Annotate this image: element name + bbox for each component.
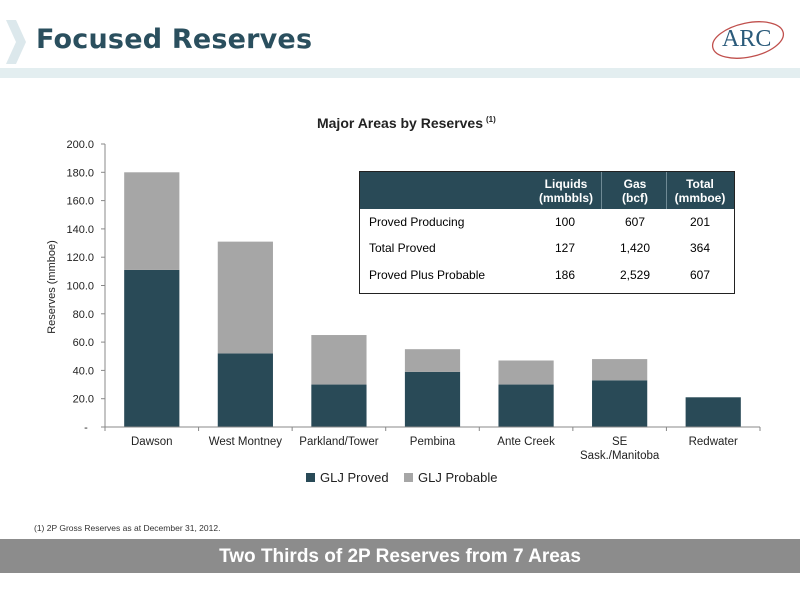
cell-liquids: 127 <box>554 241 576 255</box>
y-axis-label: Reserves (mmboe) <box>46 240 58 334</box>
x-tick-label: SE <box>612 436 628 448</box>
bar-glj-proved <box>498 384 554 427</box>
x-tick-label: Dawson <box>131 436 173 448</box>
legend-swatch <box>404 473 413 482</box>
y-tick-label: - <box>84 422 88 434</box>
bar-glj-probable <box>404 349 461 372</box>
row-label: Proved Plus Probable <box>369 268 486 282</box>
banner-text: Two Thirds of 2P Reserves from 7 Areas <box>219 546 581 567</box>
header-liquids-line2: (mmbbls) <box>539 191 593 205</box>
bar-glj-probable <box>498 360 554 385</box>
cell-liquids: 186 <box>554 268 576 282</box>
header-liquids-line1: Liquids <box>544 177 588 191</box>
cell-liquids: 100 <box>554 215 576 229</box>
footnote: (1) 2P Gross Reserves as at December 31,… <box>34 523 221 533</box>
header-gas-line1: Gas <box>623 177 647 191</box>
banner-bar <box>0 539 800 573</box>
bar-glj-proved <box>311 384 367 427</box>
chart-title: Major Areas by Reserves <box>317 115 483 131</box>
header-total: Total (mmboe) <box>667 177 733 205</box>
row-label: Total Proved <box>369 241 436 255</box>
header-divider <box>0 68 800 78</box>
bar-glj-proved <box>124 269 180 427</box>
y-tick-label: 140.0 <box>66 224 94 236</box>
x-tick-label: Parkland/Tower <box>299 436 378 448</box>
bar-glj-probable <box>592 359 648 381</box>
row-label: Proved Producing <box>369 215 465 229</box>
cell-total: 201 <box>689 215 711 229</box>
y-tick-label: 20.0 <box>73 394 94 406</box>
header-liquids: Liquids (mmbbls) <box>525 177 607 205</box>
legend-label: GLJ Probable <box>418 470 498 485</box>
bar-glj-proved <box>592 380 648 427</box>
bar-glj-probable <box>311 335 367 385</box>
legend-swatch <box>306 473 315 482</box>
y-tick-label: 180.0 <box>66 167 94 179</box>
y-tick-label: 200.0 <box>66 139 94 151</box>
logo-text: ARC <box>722 26 772 52</box>
legend-label: GLJ Proved <box>320 470 389 485</box>
x-tick-label: Pembina <box>410 436 456 448</box>
cell-total: 364 <box>689 241 711 255</box>
bar-glj-proved <box>685 397 741 427</box>
y-tick-label: 40.0 <box>73 365 94 377</box>
chart-title-superscript: (1) <box>486 115 496 124</box>
header-gas: Gas (bcf) <box>605 177 665 205</box>
header-separator <box>601 172 602 209</box>
bar-glj-probable <box>217 241 273 354</box>
arc-logo <box>711 21 785 59</box>
header-total-line2: (mmboe) <box>674 191 726 205</box>
cell-gas: 607 <box>624 215 646 229</box>
chevron-icon <box>6 20 26 64</box>
y-tick-label: 120.0 <box>66 252 94 264</box>
header-gas-line2: (bcf) <box>622 191 648 205</box>
y-tick-label: 80.0 <box>73 309 94 321</box>
x-tick-label: Sask./Manitoba <box>580 450 660 462</box>
page-title: Focused Reserves <box>36 24 313 55</box>
y-tick-label: 160.0 <box>66 196 94 208</box>
cell-total: 607 <box>689 268 711 282</box>
bar-glj-proved <box>217 353 273 427</box>
cell-gas: 1,420 <box>619 241 651 255</box>
bar-glj-proved <box>404 371 461 427</box>
header-separator <box>666 172 667 209</box>
x-tick-label: Ante Creek <box>497 436 555 448</box>
header-total-line1: Total <box>686 177 714 191</box>
y-tick-label: 60.0 <box>73 337 94 349</box>
y-tick-label: 100.0 <box>66 281 94 293</box>
x-tick-label: West Montney <box>209 436 283 448</box>
bar-glj-probable <box>124 172 180 270</box>
x-tick-label: Redwater <box>689 436 738 448</box>
stacked-bar-chart: Major Areas by Reserves (1) Reserves (mm… <box>46 115 761 485</box>
cell-gas: 2,529 <box>619 268 651 282</box>
reserves-table: Liquids (mmbbls) Gas (bcf) Total (mmboe)… <box>359 171 735 294</box>
table-header: Liquids (mmbbls) Gas (bcf) Total (mmboe) <box>360 172 734 209</box>
